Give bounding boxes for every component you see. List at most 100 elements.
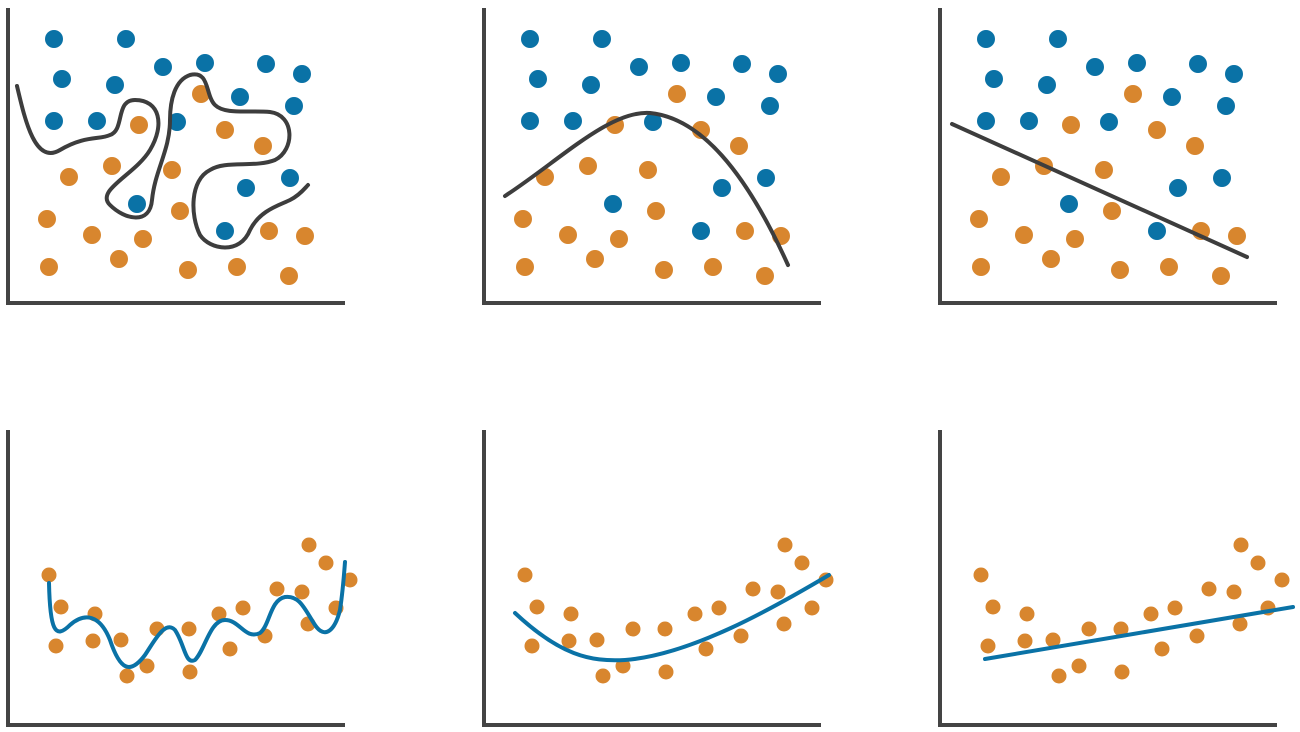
class-a-point (168, 113, 186, 131)
class-b-point (40, 258, 58, 276)
sample-point (794, 555, 810, 571)
class-b-point (103, 157, 121, 175)
class-b-point (260, 222, 278, 240)
sample-point (517, 567, 533, 583)
class-a-point (977, 30, 995, 48)
axis (6, 8, 345, 305)
class-b-point (296, 227, 314, 245)
class-b-point (171, 202, 189, 220)
class-b-point (756, 267, 774, 285)
class-a-point (564, 112, 582, 130)
underfit-line (983, 605, 1295, 661)
class-a-point (521, 30, 539, 48)
class-b-point (972, 258, 990, 276)
sample-point (1154, 641, 1170, 657)
class-a-point (237, 179, 255, 197)
sample-point (222, 641, 238, 657)
class-b-point (610, 230, 628, 248)
class-b-point (1095, 161, 1113, 179)
sample-point (1143, 606, 1159, 622)
class-a-point (1163, 88, 1181, 106)
class-a-point (88, 112, 106, 130)
class-b-point (38, 210, 56, 228)
sample-point (318, 555, 334, 571)
sample-point (1232, 616, 1248, 632)
sample-point (1167, 600, 1183, 616)
class-a-point (1213, 169, 1231, 187)
class-b-point (1212, 267, 1230, 285)
class-a-point (106, 76, 124, 94)
class-b-point (668, 85, 686, 103)
sample-point (745, 581, 761, 597)
sample-point (1250, 555, 1266, 571)
sample-point (41, 567, 57, 583)
sample-point (1274, 572, 1290, 588)
class-b-point (83, 226, 101, 244)
class-b-point (1015, 226, 1033, 244)
class-b-point (704, 258, 722, 276)
class-b-point (110, 250, 128, 268)
class-a-point (293, 65, 311, 83)
class-a-point (757, 169, 775, 187)
class-a-point (1086, 58, 1104, 76)
overfit-curve (47, 560, 347, 669)
overfit-boundary (15, 72, 310, 250)
fits (15, 72, 1295, 669)
sample-point (770, 584, 786, 600)
class-a-point (1020, 112, 1038, 130)
class-a-point (1217, 97, 1235, 115)
class-a-point (128, 195, 146, 213)
axis (938, 430, 1277, 727)
class-b-point (1228, 227, 1246, 245)
axis (482, 430, 821, 727)
good-fit-boundary (503, 110, 790, 267)
sample-point (561, 633, 577, 649)
class-a-point (281, 169, 299, 187)
sample-point (342, 572, 358, 588)
class-a-point (1038, 76, 1056, 94)
class-a-point (529, 70, 547, 88)
sample-point (980, 638, 996, 654)
class-a-point (707, 88, 725, 106)
class-b-point (1066, 230, 1084, 248)
sample-point (1226, 584, 1242, 600)
class-b-point (134, 230, 152, 248)
sample-point (139, 658, 155, 674)
sample-point (985, 599, 1001, 615)
class-b-point (559, 226, 577, 244)
class-a-point (285, 97, 303, 115)
sample-point (698, 641, 714, 657)
sample-point (85, 633, 101, 649)
class-a-point (630, 58, 648, 76)
sample-point (658, 664, 674, 680)
class-b-point (970, 210, 988, 228)
sample-point (301, 537, 317, 553)
class-b-point (1103, 202, 1121, 220)
class-a-point (713, 179, 731, 197)
sample-point (615, 658, 631, 674)
class-a-point (521, 112, 539, 130)
sample-point (589, 632, 605, 648)
sample-point (687, 606, 703, 622)
class-a-point (154, 58, 172, 76)
class-b-point (163, 161, 181, 179)
class-b-point (192, 85, 210, 103)
sample-point (973, 567, 989, 583)
class-b-point (514, 210, 532, 228)
sample-point (1045, 632, 1061, 648)
class-b-point (655, 261, 673, 279)
class-b-point (579, 157, 597, 175)
class-b-point (60, 168, 78, 186)
axis (6, 430, 345, 727)
class-b-point (586, 250, 604, 268)
sample-point (563, 606, 579, 622)
class-a-point (231, 88, 249, 106)
underfit-boundary (950, 122, 1249, 259)
class-b-point (1062, 116, 1080, 134)
sample-point (1051, 668, 1067, 684)
sample-point (1113, 621, 1129, 637)
class-b-point (280, 267, 298, 285)
class-b-point (254, 137, 272, 155)
sample-point (1019, 606, 1035, 622)
